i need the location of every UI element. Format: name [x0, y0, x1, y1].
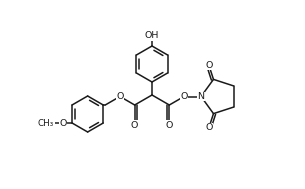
Text: O: O [166, 121, 173, 129]
Text: N: N [198, 92, 205, 101]
Text: O: O [180, 92, 188, 101]
Text: O: O [205, 123, 213, 132]
Text: O: O [59, 119, 67, 128]
Text: O: O [116, 92, 124, 101]
Text: N: N [198, 92, 205, 101]
Text: CH₃: CH₃ [38, 119, 54, 128]
Text: O: O [131, 121, 138, 129]
Text: OH: OH [145, 32, 159, 40]
Text: O: O [205, 61, 213, 70]
